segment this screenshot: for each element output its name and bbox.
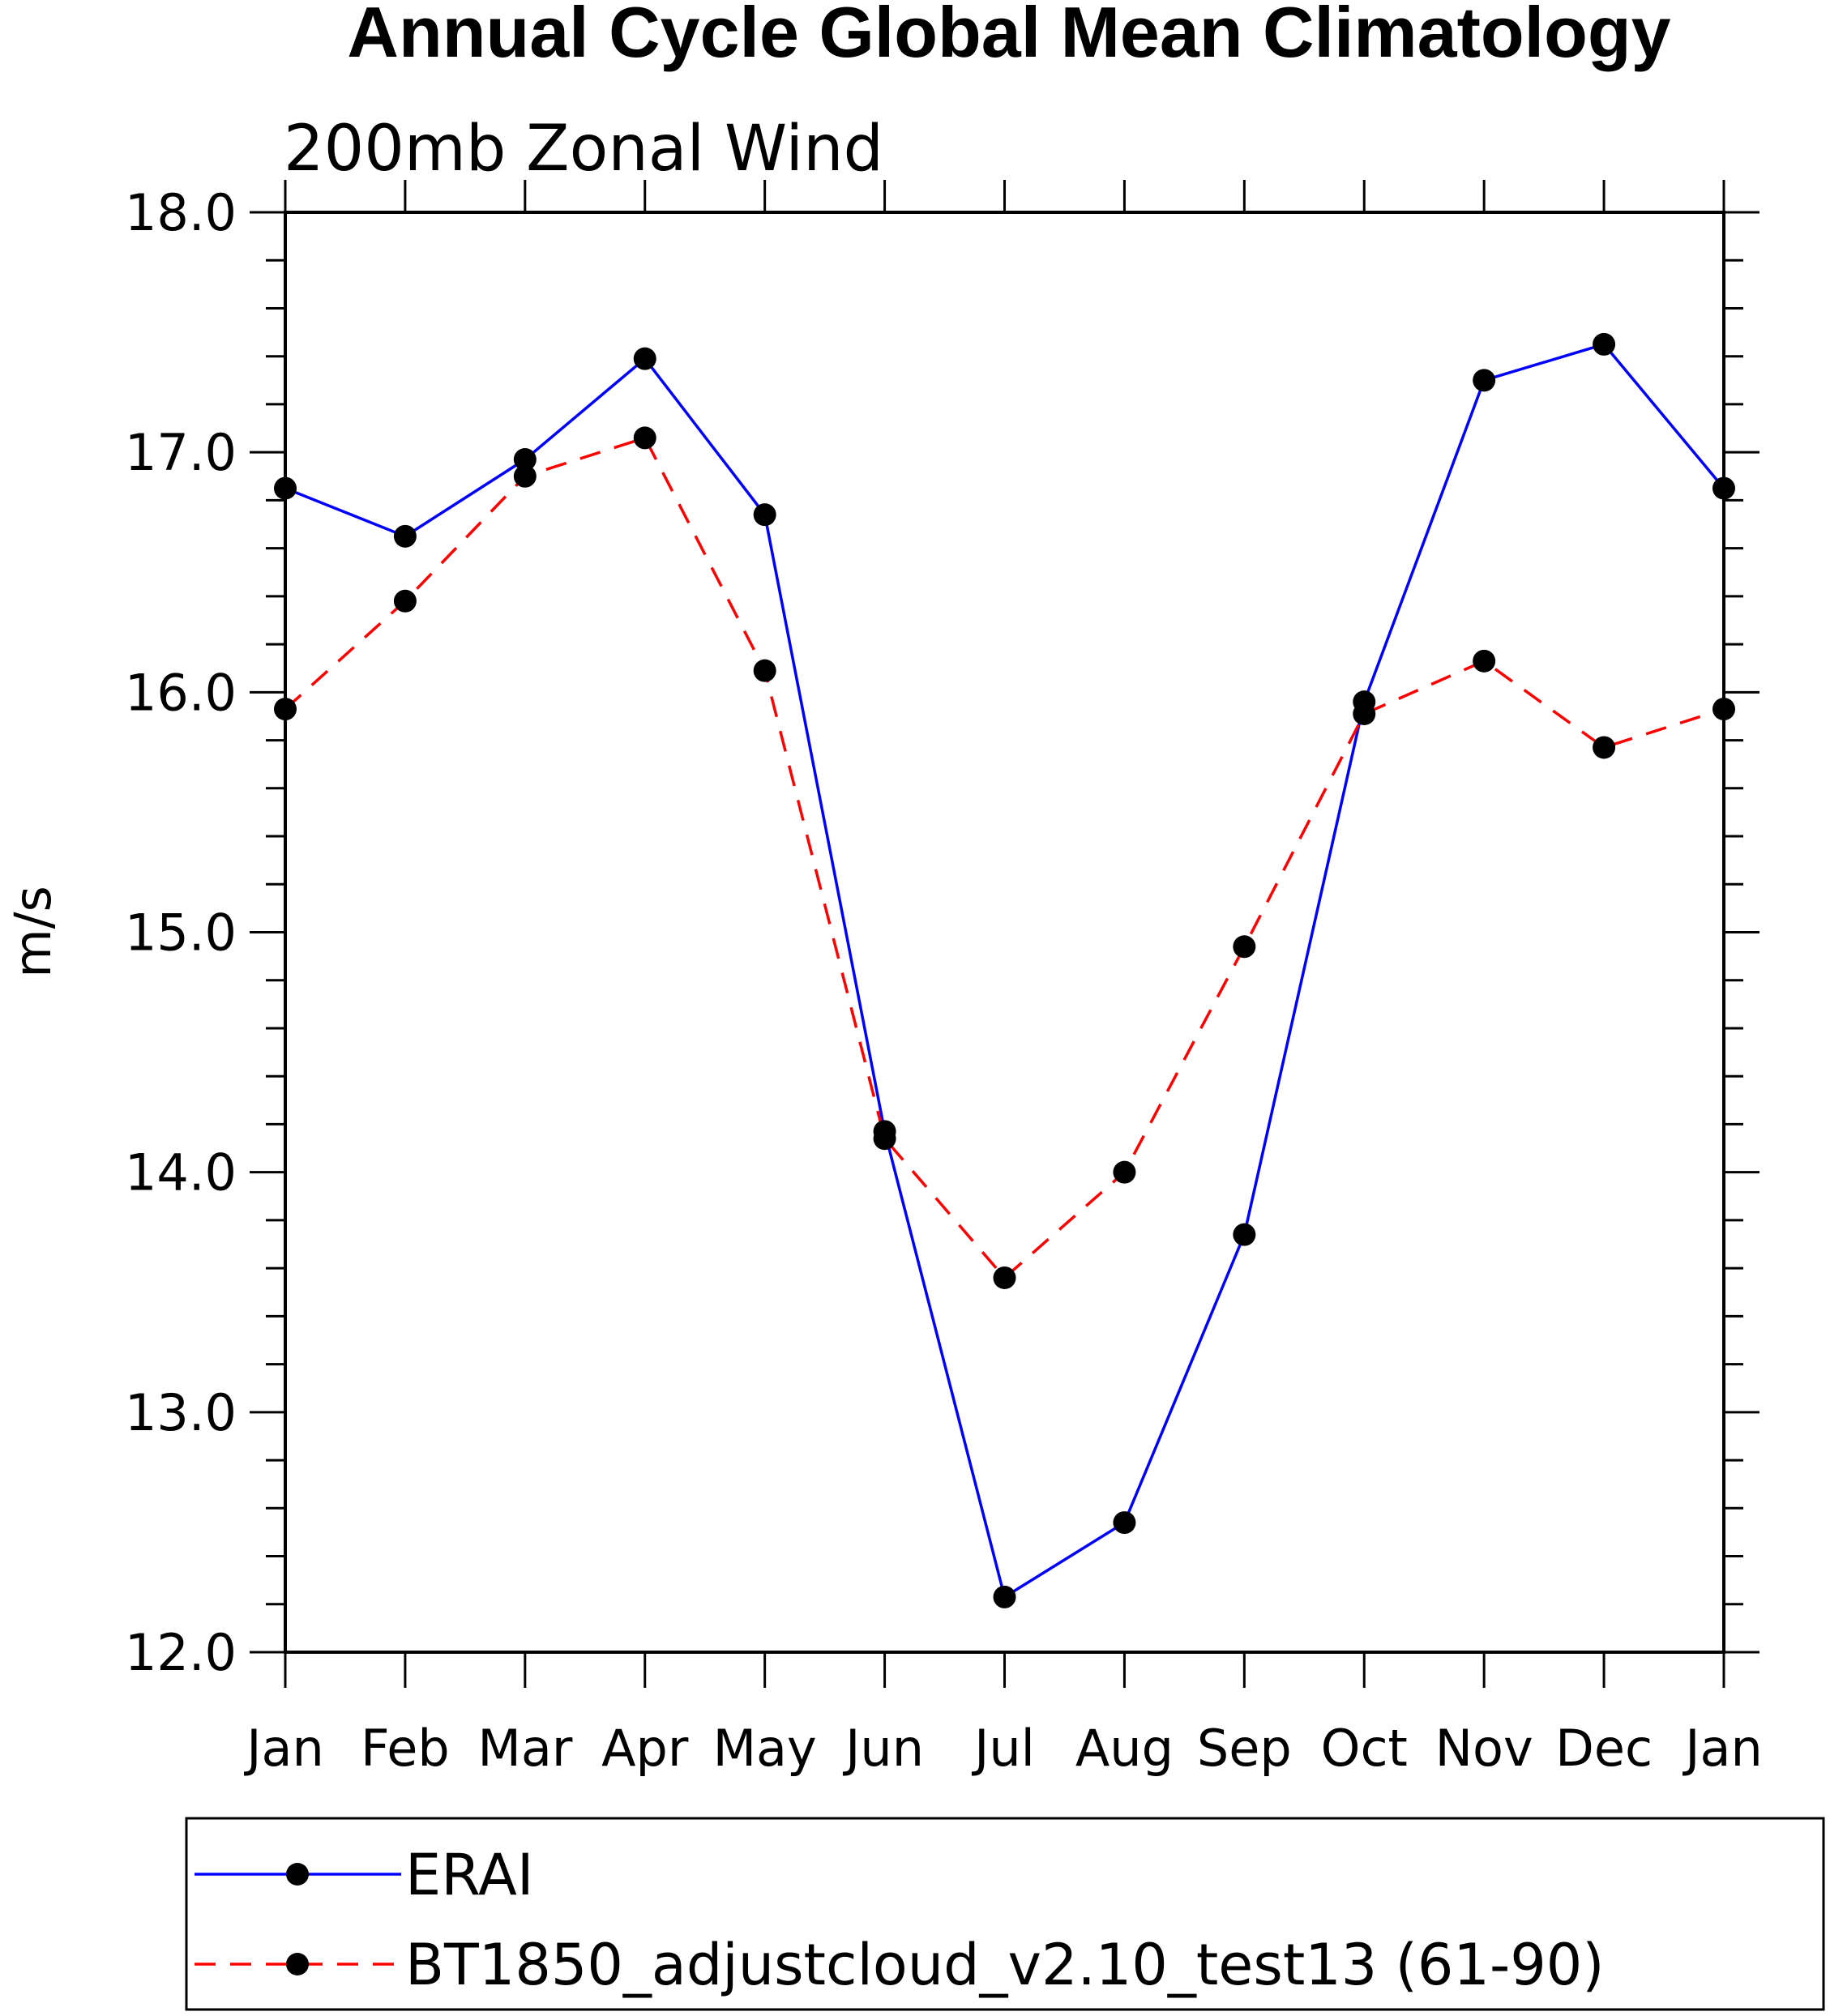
data-point-bt1850 (1113, 1160, 1136, 1184)
y-tick-label: 15.0 (125, 903, 237, 963)
x-tick-label: Jan (243, 1719, 324, 1778)
data-point-erai (1233, 1223, 1256, 1246)
data-point-bt1850 (633, 426, 656, 450)
x-tick-label: Mar (477, 1719, 572, 1778)
y-tick-label: 14.0 (125, 1143, 237, 1202)
data-point-bt1850 (1473, 649, 1496, 673)
data-point-erai (1712, 476, 1735, 500)
x-tick-label: Nov (1435, 1719, 1533, 1778)
data-point-erai (274, 476, 297, 500)
x-tick-label: Sep (1197, 1719, 1292, 1778)
x-tick-label: Oct (1321, 1719, 1408, 1778)
data-point-bt1850 (393, 589, 417, 613)
y-tick-label: 17.0 (125, 423, 237, 482)
series-line-erai (284, 342, 1725, 1600)
data-point-erai (393, 524, 417, 548)
x-tick-label: Feb (361, 1719, 450, 1778)
x-tick-label: Aug (1075, 1719, 1174, 1778)
data-point-bt1850 (513, 464, 537, 488)
data-point-erai (513, 448, 537, 472)
x-tick-labels: Jan Feb Mar Apr May Jun Jul Aug Sep Oct Nov Dec Jan (243, 1719, 1763, 1778)
data-point-bt1850 (753, 659, 776, 682)
legend-label: ERAI (405, 1842, 534, 1908)
data-point-bt1850 (1233, 935, 1256, 959)
y-axis-label: m/s (3, 886, 62, 978)
x-tick-label: Jan (1682, 1719, 1763, 1778)
y-tick-label: 18.0 (125, 183, 237, 242)
data-point-bt1850 (1353, 702, 1376, 725)
legend-marker (286, 1863, 309, 1886)
x-tick-label: May (713, 1719, 817, 1778)
data-point-bt1850 (993, 1266, 1016, 1289)
y-tick-label: 13.0 (125, 1383, 237, 1442)
data-point-erai (753, 503, 776, 527)
y-tick-label: 16.0 (125, 663, 237, 722)
data-point-bt1850 (274, 698, 297, 721)
data-point-erai (1113, 1511, 1136, 1535)
x-tick-label: Jun (842, 1719, 924, 1778)
series-line-bt1850 (284, 436, 1725, 1280)
legend-label: BT1850_adjustcloud_v2.10_test13 (61-90) (405, 1932, 1605, 1998)
axis-ticks (250, 180, 1759, 1688)
chart-title: Annual Cycle Global Mean Climatology (347, 0, 1670, 72)
data-point-bt1850 (873, 1127, 896, 1151)
chart-subtitle: 200mb Zonal Wind (284, 113, 883, 186)
plot-frame (284, 211, 1725, 1654)
data-point-erai (993, 1585, 1016, 1608)
legend: ERAI BT1850_adjustcloud_v2.10_test13 (61-… (195, 1842, 1605, 1998)
data-point-erai (1593, 332, 1616, 356)
x-tick-label: Apr (601, 1719, 689, 1778)
data-point-erai (633, 347, 656, 370)
legend-marker (286, 1953, 309, 1975)
legend-box (185, 1817, 1825, 2011)
x-tick-label: Jul (971, 1719, 1035, 1778)
y-tick-labels: 12.0 13.0 14.0 15.0 16.0 17.0 18.0 (125, 183, 237, 1682)
series-group (274, 332, 1735, 1608)
data-point-bt1850 (1712, 698, 1735, 721)
y-tick-label: 12.0 (125, 1623, 237, 1682)
x-tick-label: Dec (1555, 1719, 1653, 1778)
data-point-bt1850 (1593, 736, 1616, 759)
data-point-erai (1473, 369, 1496, 392)
